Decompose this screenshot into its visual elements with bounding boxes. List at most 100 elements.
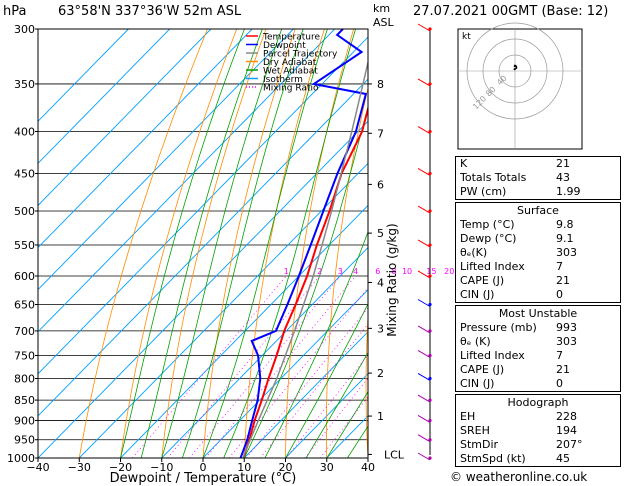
series-temperature	[242, 106, 368, 458]
index-label: Lifted Index	[460, 260, 525, 273]
isotherm-line	[38, 36, 368, 375]
legend-label: Parcel Trajectory	[263, 50, 338, 60]
hodograph-box: Hodograph EH 228 SREH 194 StmDir 207° StmSpd (…	[455, 394, 621, 467]
index-row: Lifted Index 7	[456, 349, 620, 363]
index-value: 21	[556, 157, 570, 170]
x-tick-label: −30	[68, 461, 91, 474]
wind-dot	[428, 82, 432, 86]
isotherm-line	[120, 204, 368, 458]
wind-dot	[428, 27, 432, 31]
index-row: θₑ(K) 303	[456, 246, 620, 260]
wet-adiabat-line	[264, 230, 368, 458]
asl-label: ASL	[373, 16, 394, 29]
wind-profile	[417, 23, 432, 461]
series-parcel-trajectory	[242, 59, 368, 458]
isotherm-line	[38, 29, 212, 207]
wind-barb	[417, 394, 431, 403]
index-row: K 21	[456, 157, 620, 171]
isotherm-line	[38, 29, 253, 249]
x-tick-label: 30	[320, 461, 334, 474]
wind-dot	[428, 274, 432, 278]
pressure-tick-label: 750	[14, 349, 35, 362]
index-value: 9.8	[556, 218, 574, 231]
x-tick-label: 40	[361, 461, 375, 474]
wet-adiabat-line	[140, 29, 263, 458]
index-label: Pressure (mb)	[460, 321, 537, 334]
wind-barb	[417, 299, 431, 307]
mixing-ratio-line	[246, 307, 368, 458]
mixing-ratio-line	[189, 275, 341, 458]
index-row: Pressure (mb) 993	[456, 321, 620, 335]
pressure-tick-label: 600	[14, 270, 35, 283]
hodograph-title: Hodograph	[507, 396, 569, 409]
isotherm-line	[38, 29, 335, 333]
mixing-ratio-axis-label: Mixing Ratio (g/kg)	[385, 223, 399, 336]
index-value: 21	[556, 274, 570, 287]
wind-barb	[417, 270, 431, 279]
legend-label: Isotherm	[263, 75, 303, 85]
hpa-axis-label: hPa	[3, 4, 27, 19]
index-label: θₑ (K)	[460, 335, 491, 348]
series-dewpoint	[239, 29, 368, 458]
mixing-ratio-label: 4	[353, 267, 358, 276]
hodograph-frame	[457, 28, 583, 150]
dry-adiabat-line	[243, 29, 325, 458]
index-value: 9.1	[556, 232, 574, 245]
x-axis-label: Dewpoint / Temperature (°C)	[110, 471, 297, 486]
pressure-tick-label: 450	[14, 167, 35, 180]
mixing-ratio-label: 10	[402, 267, 412, 276]
km-label: km	[373, 2, 391, 15]
index-label: CAPE (J)	[460, 274, 505, 287]
wind-dot	[428, 376, 432, 381]
index-value: 207°	[556, 438, 583, 451]
pressure-tick-label: 650	[14, 299, 35, 312]
index-value: 43	[556, 171, 570, 184]
legend-label: Temperature	[262, 33, 320, 43]
most-unstable-box: Most Unstable Pressure (mb) 993 θₑ (K) 303 L…	[455, 305, 621, 392]
wind-dot	[428, 329, 432, 333]
index-label: Lifted Index	[460, 349, 525, 362]
surface-box: Surface Temp (°C) 9.8 Dewp (°C) 9.1 θₑ(K) 303…	[455, 202, 621, 303]
index-row: Temp (°C) 9.8	[456, 218, 620, 232]
pressure-tick-label: 500	[14, 205, 35, 218]
index-row: CAPE (J) 21	[456, 363, 620, 377]
isotherm-line	[78, 162, 368, 458]
mixing-ratio-label: 8	[392, 267, 397, 276]
index-row: PW (cm) 1.99	[456, 185, 620, 199]
index-value: 0	[556, 288, 563, 301]
mixing-ratio-label: 20	[444, 267, 454, 276]
index-label: θₑ(K)	[460, 246, 488, 259]
dry-adiabat-line	[120, 29, 238, 458]
wind-barb	[417, 239, 431, 248]
watermark: © weatheronline.co.uk	[450, 470, 588, 484]
mixing-ratio-line	[167, 275, 320, 458]
most-unstable-title: Most Unstable	[498, 307, 578, 320]
km-tick-label: 4	[377, 276, 384, 289]
km-tick-label: LCL	[384, 448, 405, 461]
legend-label: Mixing Ratio	[263, 84, 319, 94]
wind-dot	[428, 209, 432, 213]
wet-adiabat-line	[305, 351, 368, 458]
index-label: PW (cm)	[460, 185, 507, 198]
mixing-ratio-label: 3	[338, 267, 343, 276]
index-value: 21	[556, 363, 570, 376]
wet-adiabat-line	[202, 29, 328, 458]
wind-barb	[417, 126, 431, 134]
index-value: 7	[556, 260, 563, 273]
isotherm-line	[38, 29, 294, 291]
mixing-ratio-line	[285, 354, 368, 458]
wind-dot	[428, 243, 432, 247]
index-value: 303	[556, 246, 577, 259]
isotherm-line	[285, 373, 368, 458]
pressure-tick-label: 300	[14, 23, 35, 36]
index-value: 303	[556, 335, 577, 348]
mixing-ratio-label: 15	[426, 267, 436, 276]
wind-dot	[428, 418, 432, 423]
dry-adiabat-line	[404, 29, 441, 458]
index-label: K	[460, 157, 468, 170]
index-value: 0	[556, 377, 563, 390]
wind-barb	[417, 325, 431, 334]
index-row: StmSpd (kt) 45	[456, 452, 620, 466]
index-label: StmDir	[460, 438, 499, 451]
